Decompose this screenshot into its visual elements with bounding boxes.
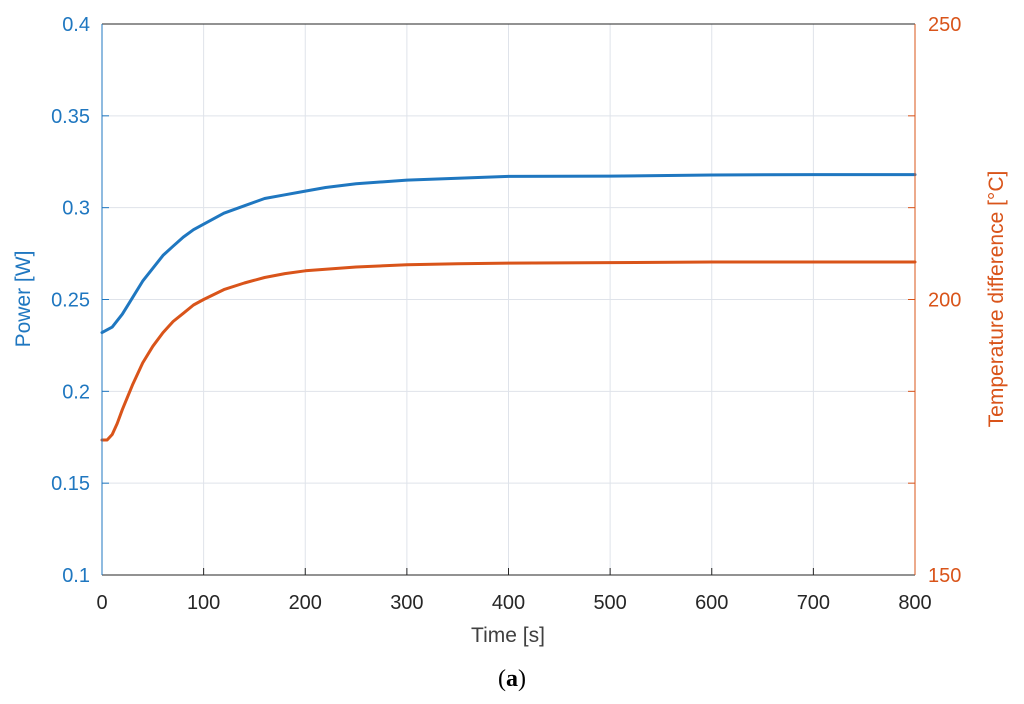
x-tick-label: 300 bbox=[390, 592, 423, 614]
x-axis-title: Time [s] bbox=[471, 624, 545, 647]
x-tick-label: 100 bbox=[187, 592, 220, 614]
x-tick-label: 200 bbox=[289, 592, 322, 614]
tick-labels: 0 100 200 300 400 500 600 700 800 0.1 0.15 0.2 0.25 0… bbox=[51, 14, 961, 614]
x-tick-label: 400 bbox=[492, 592, 525, 614]
y-left-tick-label: 0.2 bbox=[62, 381, 90, 403]
y-axis-left-title: Power [W] bbox=[12, 251, 35, 348]
x-tick-label: 0 bbox=[96, 592, 107, 614]
axes bbox=[101, 23, 916, 576]
y-left-tick-label: 0.1 bbox=[62, 565, 90, 587]
y-right-tick-label: 250 bbox=[928, 14, 961, 36]
power-line bbox=[100, 173, 917, 335]
figure-caption: (a) bbox=[498, 666, 526, 692]
caption-open-paren: ( bbox=[498, 666, 506, 692]
temperature-difference-line bbox=[100, 260, 917, 442]
x-tick-label: 500 bbox=[593, 592, 626, 614]
x-tick-label: 800 bbox=[898, 592, 931, 614]
caption-letter: a bbox=[506, 666, 518, 692]
x-tick-label: 600 bbox=[695, 592, 728, 614]
y-axis-right-title: Temperature difference [°C] bbox=[985, 171, 1008, 428]
y-left-tick-label: 0.35 bbox=[51, 106, 90, 128]
y-left-tick-label: 0.4 bbox=[62, 14, 90, 36]
y-right-tick-label: 200 bbox=[928, 290, 961, 312]
y-left-tick-label: 0.3 bbox=[62, 198, 90, 220]
series-layer bbox=[100, 173, 917, 442]
y-left-tick-label: 0.15 bbox=[51, 473, 90, 495]
x-tick-label: 700 bbox=[797, 592, 830, 614]
y-left-tick-label: 0.25 bbox=[51, 290, 90, 312]
caption-close-paren: ) bbox=[518, 666, 526, 692]
y-right-tick-label: 150 bbox=[928, 565, 961, 587]
